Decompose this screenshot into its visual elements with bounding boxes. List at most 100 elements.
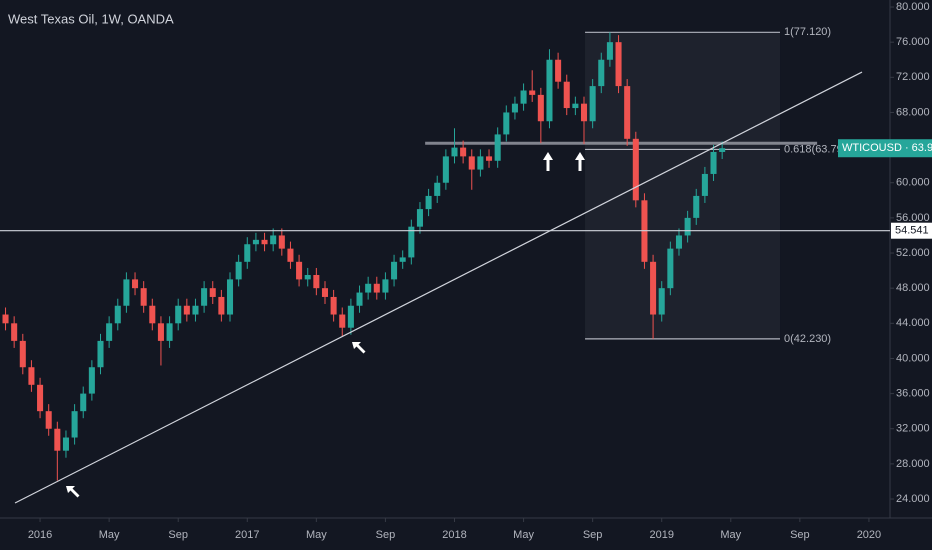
candle-body [555,59,562,82]
x-tick-label: May [99,529,120,541]
candle-body [11,323,18,341]
candle-body [598,59,605,87]
candle-body [261,239,268,245]
candle-body [408,226,415,258]
candle-body [209,288,216,297]
candle-body [624,86,631,139]
candle-body [321,288,329,297]
candle-body [451,147,458,157]
fib-label: 1(77.120) [784,26,831,38]
candle-body [719,148,726,152]
candle-body [28,367,35,385]
candle-body [106,323,113,341]
y-tick-label: 56.000 [896,212,930,224]
y-tick-label: 28.000 [896,458,930,470]
y-tick-label: 52.000 [896,247,930,259]
candle-body [399,257,406,262]
candle-body [192,305,199,315]
arrow-up [543,152,553,171]
candle-body [347,305,354,328]
candle-body [589,86,596,122]
candle-body [183,305,190,315]
candle-body [391,261,398,280]
candle-body [416,209,423,227]
candle-body [88,367,95,394]
candle-body [442,156,449,183]
candle-body [632,138,639,201]
axes: 24.000 28.000 32.000 36.000 40.000 44.000 48.0… [28,1,930,541]
candle-body [62,437,69,451]
candle-body [330,296,337,315]
x-tick-label: May [306,529,327,541]
candle-body [511,103,518,113]
y-tick-label: 24.000 [896,493,930,505]
candle-body [460,147,467,157]
candle-body [71,411,78,438]
fib-label: 0(42.230) [784,333,831,345]
candle-body [97,340,104,368]
candle-body [693,195,700,218]
candle-body [45,411,52,429]
fib-zone [585,32,781,339]
candle-body [434,182,441,196]
candle-body [546,59,553,122]
x-tick-label: May [513,529,534,541]
x-tick-label: 2018 [442,529,466,541]
candle-body [486,156,493,161]
y-tick-label: 32.000 [896,423,930,435]
support-label: 54.541 [895,225,929,237]
candle-body [226,279,234,315]
y-tick-label: 36.000 [896,388,930,400]
x-tick-label: 2019 [649,529,673,541]
candle-body [80,393,87,412]
y-tick-label: 72.000 [896,71,930,83]
x-tick-label: May [720,529,741,541]
x-tick-label: 2020 [857,529,881,541]
candle-body [2,314,9,324]
candle-body [477,156,484,170]
candle-body [19,340,26,368]
plot-area [2,31,863,504]
x-tick-label: Sep [376,529,396,541]
candle-body [278,235,285,249]
x-tick-label: Sep [583,529,603,541]
candle-body [373,283,380,293]
arrow-up-left [352,342,366,354]
candle-body [572,103,579,109]
candle-body [425,195,432,210]
x-tick-label: 2017 [235,529,259,541]
candle-body [287,248,294,262]
candle-body [468,156,475,170]
candle-body [520,90,527,104]
candle-body [701,173,708,196]
candle-body [54,428,61,451]
candle-body [149,305,156,324]
candle-body [304,274,311,280]
candle-body [339,314,346,328]
candle-body [218,296,225,315]
chart-title: West Texas Oil, 1W, OANDA [8,11,174,26]
x-tick-label: Sep [168,529,188,541]
candle-body [235,261,242,280]
candle-body [132,279,139,289]
candle-body [667,248,674,289]
candle-body [252,239,259,245]
fib-label: 0.618(63.792) [784,143,853,155]
candle-body [313,274,320,289]
trendline [14,71,863,504]
y-tick-label: 40.000 [896,352,930,364]
x-tick-label: 2016 [28,529,52,541]
y-tick-label: 80.000 [896,1,930,13]
candle-body [270,235,277,245]
y-tick-label: 76.000 [896,36,930,48]
candle-body [244,244,251,262]
candle-body [175,305,182,324]
candle-body [650,261,657,315]
candle-body [140,288,147,306]
support-label-box [891,222,932,239]
candle-body [606,42,613,60]
candle-body [37,384,44,412]
candle-body [494,134,501,161]
